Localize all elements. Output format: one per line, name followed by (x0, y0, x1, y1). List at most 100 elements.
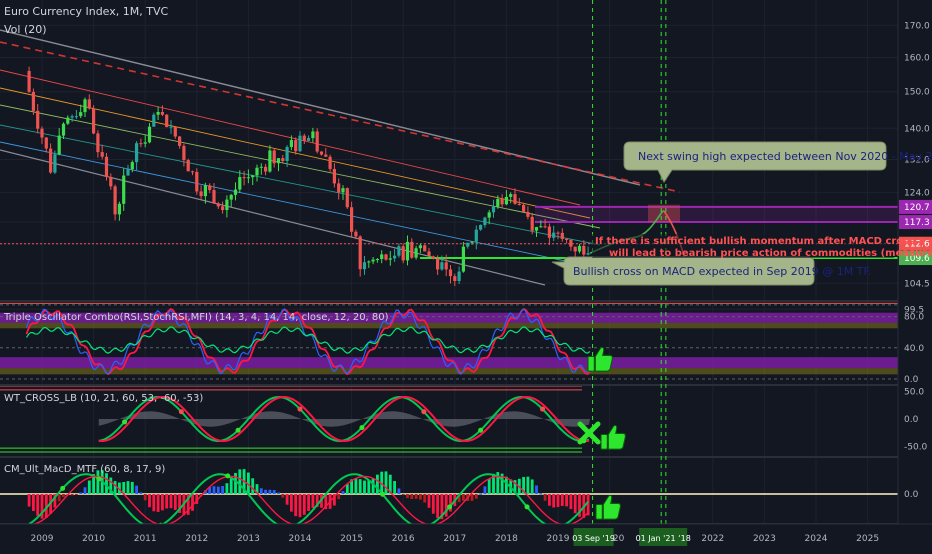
macd-bar (556, 494, 560, 507)
candle-body (117, 203, 121, 215)
price-tag-label: 120.7 (904, 203, 930, 213)
triple-oscillator-pane (0, 302, 898, 380)
target-zone (648, 204, 680, 223)
price-tick-label: 170.0 (904, 21, 930, 31)
macd-bar (247, 472, 250, 494)
oversold-band (0, 357, 898, 369)
candle-body (27, 70, 31, 92)
candle-body (259, 166, 263, 168)
macd-bar (161, 494, 164, 511)
candle-body (500, 198, 504, 205)
macd-bar (367, 480, 371, 494)
macd-bar (500, 473, 504, 494)
macd-bar (96, 470, 100, 494)
candle-body (552, 232, 556, 238)
thumbs-up-icon (600, 424, 626, 450)
macd-bar (341, 491, 345, 494)
time-axis[interactable]: 2009 2010 2011 2012 2013 2014 2015 2016 2017 2018… (0, 523, 932, 550)
candle-body (74, 116, 78, 118)
macd-bar (83, 487, 87, 494)
bullish-cross-callout[interactable]: Bullish cross on MACD expected in Sep 20… (551, 256, 872, 286)
candle-body (397, 246, 401, 256)
price-tag (899, 199, 932, 214)
wt-cross-dot (421, 409, 427, 415)
year-tick-label: 2009 (31, 534, 54, 544)
macd-bar (539, 493, 543, 495)
thumb-cuff (600, 433, 608, 450)
candle-body (113, 186, 117, 215)
pane-tick-label: -50.0 (904, 443, 928, 453)
macd-bar (337, 494, 341, 500)
macd-bar (535, 485, 538, 494)
candle-body (36, 110, 40, 129)
macd-bar (135, 485, 138, 494)
macd-bar (229, 478, 233, 494)
candle-body (565, 238, 569, 240)
macd-bar (565, 494, 568, 507)
candle-body (264, 166, 268, 172)
candle-body (186, 160, 190, 172)
macd-bar (380, 471, 384, 494)
macd-bar (401, 494, 405, 495)
inner-orange (0, 87, 591, 219)
macd-bar (272, 490, 276, 494)
candle-body (57, 135, 61, 155)
candle-body (130, 162, 134, 170)
macd-bar (165, 494, 169, 509)
candle-body (461, 246, 465, 272)
macd-bar (221, 486, 224, 494)
candle-body (466, 242, 470, 247)
price-tag (899, 236, 932, 251)
candle-body (586, 253, 590, 255)
candle-body (246, 177, 250, 179)
candle-body (173, 126, 177, 137)
macd-bar (423, 494, 427, 503)
macd-bar (281, 494, 285, 498)
macd-bar (264, 489, 267, 494)
macd-cross-dot (447, 504, 453, 510)
macd-bar (483, 486, 487, 494)
signal-icons (577, 346, 626, 520)
macd-bar (251, 478, 255, 494)
candle-body (530, 216, 534, 231)
macd-bar (234, 473, 237, 494)
macd-bar (436, 494, 439, 519)
macd-bar (479, 493, 482, 495)
candle-body (255, 167, 259, 176)
macd-bar (470, 494, 474, 501)
candle-body (182, 145, 186, 161)
macd-bar (350, 479, 353, 494)
stoch-rsi-line (25, 307, 591, 376)
macd-bar (186, 494, 190, 515)
price-tag (899, 215, 932, 230)
candle-body (169, 126, 173, 128)
bullish-cross-callout-text: Bullish cross on MACD expected in Sep 20… (573, 265, 872, 278)
candle-body (332, 168, 336, 184)
candle-body (49, 148, 53, 173)
macd-bar (113, 481, 117, 494)
candle-body (427, 251, 431, 257)
macd-bar (62, 494, 65, 498)
candle-body (190, 171, 195, 173)
price-axis[interactable]: 99.5 104.5 124.0 132.0 140.0 150.0 160.0 170.0 1… (897, 0, 932, 524)
year-tick-label: 2012 (185, 534, 208, 544)
candle-body (354, 231, 358, 237)
candle-body (367, 261, 371, 263)
wt-cross-dot (359, 425, 365, 431)
macd-bar (505, 476, 508, 494)
year-tick-label: 2025 (856, 534, 879, 544)
candle-body (423, 245, 427, 252)
wt-histogram (98, 411, 590, 427)
symbol-title: Euro Currency Index, 1M, TVC (4, 5, 168, 18)
macd-bar (578, 494, 581, 517)
candle-body (31, 91, 35, 111)
marker-tag-label: 01 Jan '21 ‘18 (636, 534, 691, 543)
candle-body (401, 246, 405, 261)
price-tick-label: 104.5 (904, 279, 930, 289)
swing-high-callout[interactable]: Next swing high expected between Nov 202… (623, 141, 932, 183)
candle-body (431, 256, 435, 259)
year-tick-label: 2017 (443, 534, 466, 544)
candle-body (319, 151, 324, 155)
candle-body (87, 99, 91, 109)
